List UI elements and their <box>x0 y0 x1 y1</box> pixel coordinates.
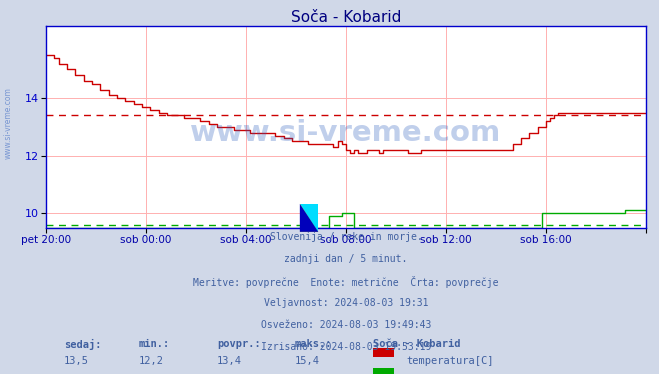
Text: maks.:: maks.: <box>295 339 333 349</box>
Text: 13,4: 13,4 <box>217 356 242 366</box>
Text: Izrisano: 2024-08-03 19:53:19: Izrisano: 2024-08-03 19:53:19 <box>261 343 431 352</box>
Bar <box>373 368 394 374</box>
Text: sedaj:: sedaj: <box>64 339 101 350</box>
Bar <box>373 349 394 358</box>
Text: Meritve: povprečne  Enote: metrične  Črta: povprečje: Meritve: povprečne Enote: metrične Črta:… <box>193 276 499 288</box>
Text: Osveženo: 2024-08-03 19:49:43: Osveženo: 2024-08-03 19:49:43 <box>261 321 431 330</box>
Text: Soča - Kobarid: Soča - Kobarid <box>373 339 461 349</box>
Text: www.si-vreme.com: www.si-vreme.com <box>4 88 13 159</box>
Title: Soča - Kobarid: Soča - Kobarid <box>291 10 401 25</box>
Text: min.:: min.: <box>139 339 170 349</box>
Text: Veljavnost: 2024-08-03 19:31: Veljavnost: 2024-08-03 19:31 <box>264 298 428 308</box>
Text: 15,4: 15,4 <box>295 356 320 366</box>
Text: 12,2: 12,2 <box>139 356 164 366</box>
Text: 13,5: 13,5 <box>64 356 89 366</box>
Text: zadnji dan / 5 minut.: zadnji dan / 5 minut. <box>284 254 408 264</box>
Text: povpr.:: povpr.: <box>217 339 261 349</box>
Text: Slovenija / reke in morje.: Slovenija / reke in morje. <box>270 232 422 242</box>
Text: temperatura[C]: temperatura[C] <box>406 356 494 366</box>
Text: www.si-vreme.com: www.si-vreme.com <box>190 119 501 147</box>
